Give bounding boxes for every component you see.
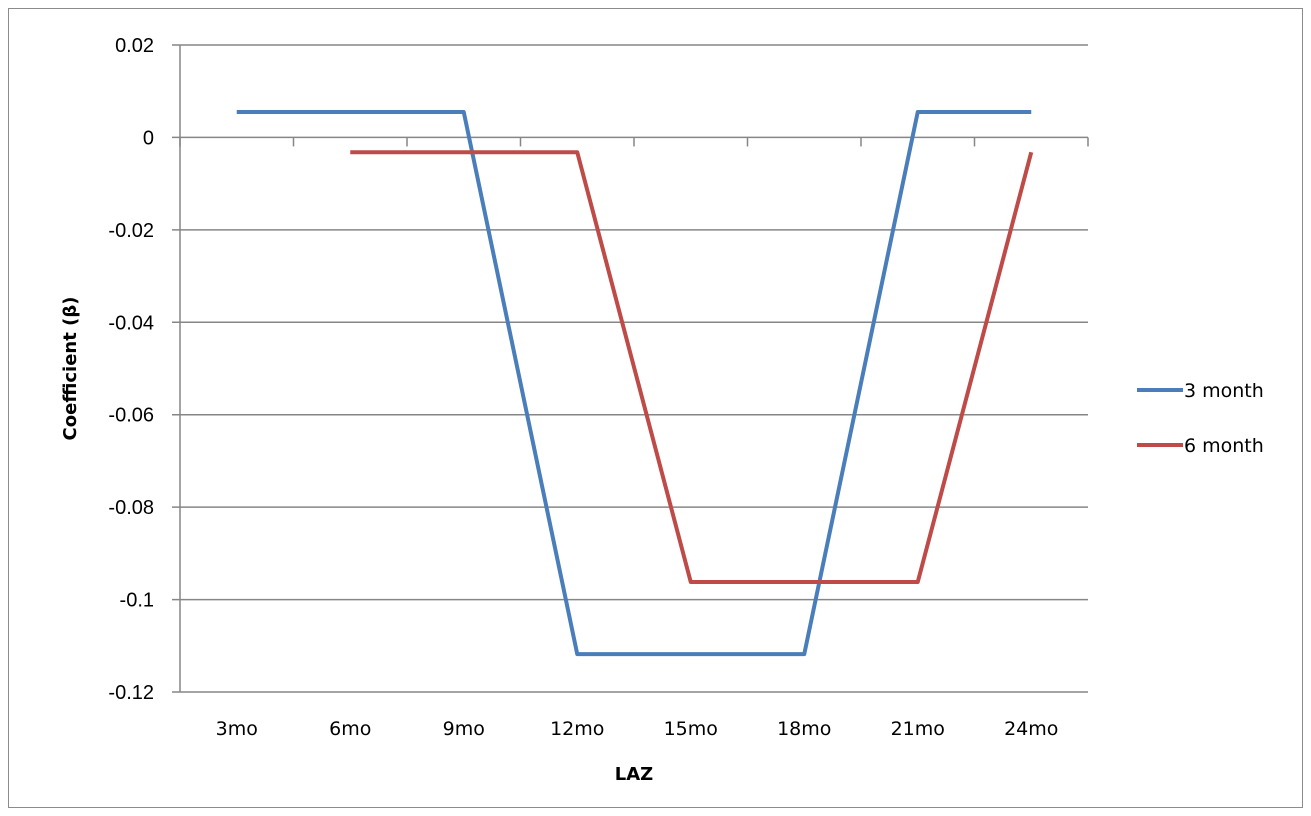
legend: 3 month 6 month bbox=[1137, 380, 1264, 457]
x-tick-label: 9mo bbox=[443, 718, 485, 740]
series-line-2 bbox=[350, 150, 1034, 585]
series-lines bbox=[236, 110, 1034, 657]
x-tick-label: 15mo bbox=[664, 718, 718, 740]
series-line-1 bbox=[236, 110, 1032, 657]
y-tick-label: -0.08 bbox=[108, 497, 154, 519]
y-tick-label: -0.04 bbox=[108, 312, 154, 334]
y-tick-label: -0.02 bbox=[108, 220, 154, 242]
x-tick-label: 3mo bbox=[216, 718, 258, 740]
x-tick-label: 18mo bbox=[777, 718, 831, 740]
x-axis-title: LAZ bbox=[615, 764, 653, 785]
y-tick-label: -0.12 bbox=[108, 682, 154, 704]
legend-label: 3 month bbox=[1184, 380, 1264, 402]
x-tick-label: 12mo bbox=[550, 718, 604, 740]
y-tick-labels: 0.02 0 -0.02 -0.04 -0.06 -0.08 -0.1 -0.12 bbox=[108, 35, 154, 704]
y-tick-label: -0.1 bbox=[120, 590, 154, 612]
x-axis: 3mo 6mo 9mo 12mo 15mo 18mo 21mo 24mo bbox=[179, 137, 1089, 740]
x-tick-label: 21mo bbox=[891, 718, 945, 740]
x-tick-label: 6mo bbox=[329, 718, 371, 740]
gridlines bbox=[172, 44, 1088, 693]
y-tick-label: 0.02 bbox=[115, 35, 154, 57]
x-tick-label: 24mo bbox=[1004, 718, 1058, 740]
legend-label: 6 month bbox=[1184, 435, 1264, 457]
y-axis-title: Coefficient (β) bbox=[60, 297, 81, 441]
y-tick-label: 0 bbox=[143, 127, 154, 149]
chart-frame bbox=[8, 8, 1303, 808]
y-tick-label: -0.06 bbox=[108, 405, 154, 427]
